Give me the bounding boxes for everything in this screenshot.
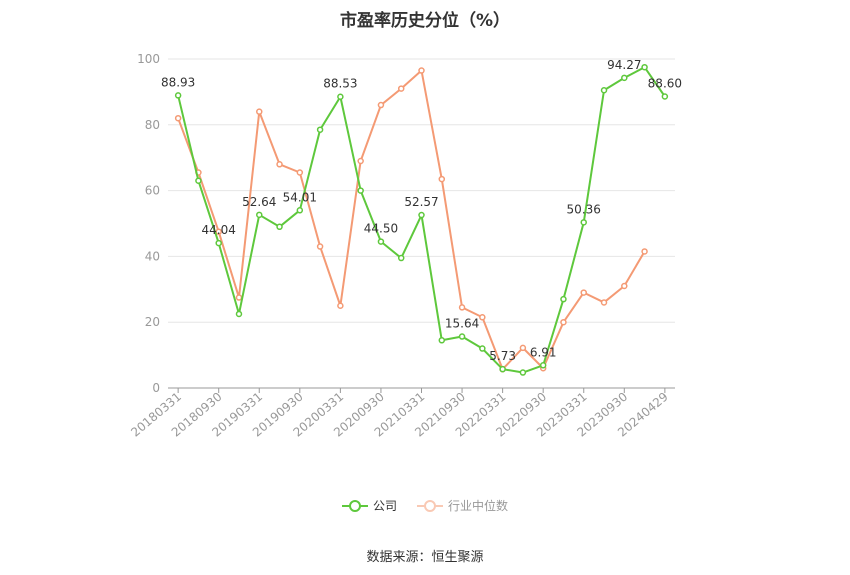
series-line-industry (177, 69, 646, 371)
legend-item-industry[interactable]: 行业中位数 (417, 497, 508, 514)
legend-item-company[interactable]: 公司 (341, 497, 397, 514)
data-point-industry (458, 304, 466, 311)
legend-label-industry: 行业中位数 (448, 499, 509, 513)
data-point-company (458, 333, 466, 340)
data-point-company (256, 211, 263, 219)
y-tick-label: 100 (137, 52, 160, 66)
legend-line-icon (417, 499, 443, 513)
data-point-industry (479, 314, 486, 321)
data-point-company (499, 365, 506, 373)
chart-title: 市盈率历史分位（%） (339, 11, 511, 31)
data-label: 50.36 (567, 202, 601, 216)
data-point-company (641, 63, 648, 71)
data-point-company (397, 254, 405, 262)
y-tick-label: 80 (145, 118, 160, 132)
y-tick-label: 20 (145, 315, 160, 329)
data-point-company (600, 87, 608, 94)
data-label: 94.27 (607, 58, 641, 72)
data-label: 88.93 (161, 75, 195, 89)
data-point-company (215, 239, 222, 247)
data-point-company (276, 223, 283, 231)
data-point-company (661, 93, 669, 100)
data-point-industry (256, 108, 263, 115)
data-label: 15.64 (445, 317, 479, 331)
y-axis: 0 20 40 60 80 100 (137, 52, 160, 395)
data-point-industry (357, 157, 364, 165)
data-point-industry (235, 294, 243, 301)
data-point-company (296, 207, 304, 214)
source-note: 数据来源：恒生聚源 (366, 550, 484, 565)
data-label: 54.01 (283, 190, 317, 204)
y-tick-label: 40 (145, 249, 160, 263)
data-point-industry (174, 114, 182, 122)
data-point-company (621, 74, 628, 82)
data-point-industry (438, 175, 446, 183)
data-point-company (377, 238, 385, 245)
data-label: 44.04 (202, 223, 236, 237)
legend-label-company: 公司 (372, 499, 397, 513)
data-point-company (316, 126, 324, 133)
data-point-company (438, 337, 446, 344)
series-line-company (177, 66, 666, 374)
data-point-company (539, 362, 547, 369)
data-point-industry (600, 299, 608, 306)
data-point-company (357, 187, 364, 194)
data-point-industry (337, 302, 344, 309)
series-group (174, 63, 669, 376)
data-point-company (235, 310, 243, 318)
data-point-company (479, 345, 486, 352)
x-axis: 2018033120180930201903312019093020200331… (128, 387, 675, 440)
data-label: 6.91 (530, 345, 557, 359)
data-point-company (418, 211, 425, 219)
legend: 公司 行业中位数 (0, 497, 850, 514)
data-point-industry (641, 248, 648, 255)
data-point-company (519, 369, 527, 376)
data-point-industry (397, 85, 405, 92)
data-labels: 88.93 44.04 52.64 54.01 88.53 44.50 52.57 15.64… (161, 58, 682, 363)
data-point-industry (418, 67, 425, 74)
data-label: 88.53 (323, 77, 357, 91)
y-tick-label: 60 (145, 184, 160, 198)
data-label: 52.57 (404, 195, 438, 209)
data-label: 5.73 (489, 349, 516, 363)
data-point-industry (276, 161, 283, 168)
data-point-industry (316, 243, 324, 250)
data-label: 44.50 (364, 222, 398, 236)
data-point-company (337, 93, 344, 100)
data-point-industry (215, 228, 222, 235)
data-point-industry (519, 344, 527, 352)
grid-lines (168, 58, 675, 323)
y-tick-label: 0 (152, 381, 160, 395)
data-point-industry (621, 282, 628, 290)
data-point-company (195, 177, 202, 184)
data-point-industry (296, 169, 304, 176)
legend-line-icon (341, 499, 368, 513)
data-point-company (580, 219, 587, 226)
data-point-industry (580, 289, 587, 296)
data-point-company (174, 92, 182, 99)
data-point-company (560, 295, 567, 303)
data-point-industry (560, 318, 567, 326)
data-point-industry (377, 101, 385, 109)
data-label: 88.60 (648, 77, 682, 91)
data-label: 52.64 (242, 195, 276, 209)
